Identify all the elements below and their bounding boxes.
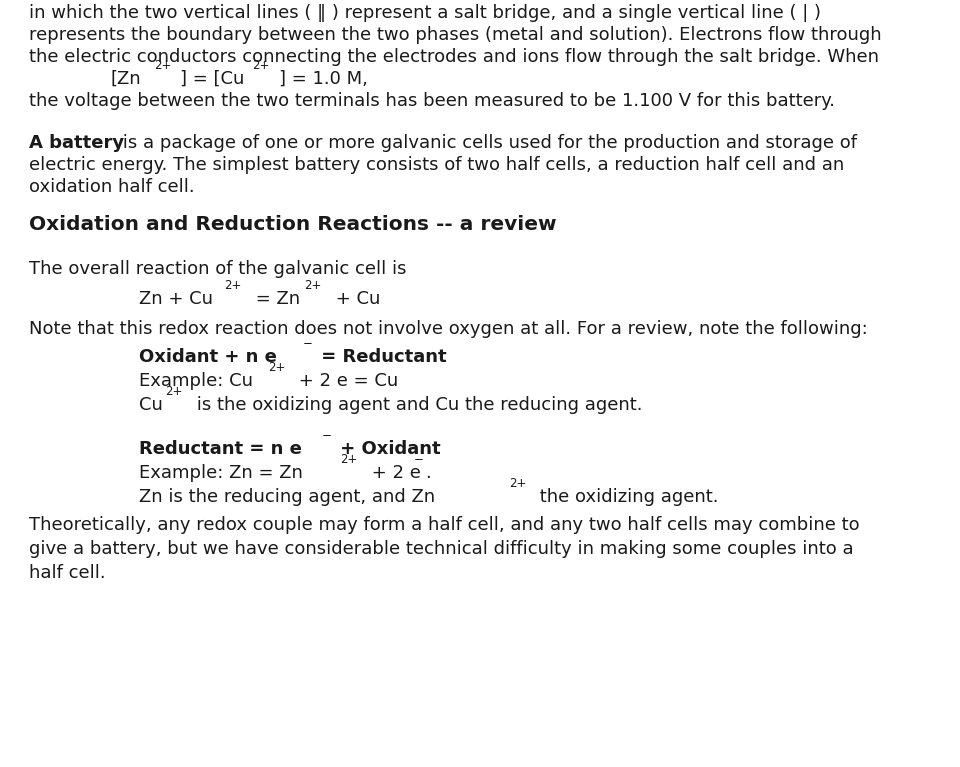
Text: −: −	[414, 453, 423, 466]
Text: ] = 1.0 M,: ] = 1.0 M,	[279, 70, 369, 88]
Text: is a package of one or more galvanic cells used for the production and storage o: is a package of one or more galvanic cel…	[117, 134, 857, 152]
Text: Cu: Cu	[139, 396, 163, 414]
Text: represents the boundary between the two phases (metal and solution). Electrons f: represents the boundary between the two …	[29, 26, 881, 44]
Text: The overall reaction of the galvanic cell is: The overall reaction of the galvanic cel…	[29, 260, 406, 278]
Text: 2+: 2+	[340, 453, 357, 466]
Text: in which the two vertical lines ( ‖ ) represent a salt bridge, and a single vert: in which the two vertical lines ( ‖ ) re…	[29, 4, 821, 22]
Text: −: −	[302, 337, 312, 351]
Text: 2+: 2+	[165, 386, 182, 398]
Text: 2+: 2+	[252, 59, 270, 72]
Text: + 2 e: + 2 e	[366, 464, 420, 482]
Text: + Cu: + Cu	[330, 290, 380, 308]
Text: Reductant = n e: Reductant = n e	[139, 440, 302, 458]
Text: electric energy. The simplest battery consists of two half cells, a reduction ha: electric energy. The simplest battery co…	[29, 156, 844, 174]
Text: Theoretically, any redox couple may form a half cell, and any two half cells may: Theoretically, any redox couple may form…	[29, 516, 859, 534]
Text: 2+: 2+	[268, 361, 285, 374]
Text: = Reductant: = Reductant	[315, 348, 446, 366]
Text: + 2 e = Cu: + 2 e = Cu	[293, 372, 398, 390]
Text: Zn + Cu: Zn + Cu	[139, 290, 213, 308]
Text: 2+: 2+	[155, 59, 172, 72]
Text: Oxidation and Reduction Reactions -- a review: Oxidation and Reduction Reactions -- a r…	[29, 215, 557, 234]
Text: the electric conductors connecting the electrodes and ions flow through the salt: the electric conductors connecting the e…	[29, 48, 878, 66]
Text: half cell.: half cell.	[29, 564, 106, 582]
Text: Example: Zn = Zn: Example: Zn = Zn	[139, 464, 303, 482]
Text: 2+: 2+	[224, 279, 241, 292]
Text: −: −	[322, 430, 331, 443]
Text: 2+: 2+	[509, 477, 526, 490]
Text: 2+: 2+	[304, 279, 322, 292]
Text: .: .	[425, 464, 431, 482]
Text: oxidation half cell.: oxidation half cell.	[29, 178, 195, 196]
Text: A battery: A battery	[29, 134, 124, 152]
Text: Note that this redox reaction does not involve oxygen at all. For a review, note: Note that this redox reaction does not i…	[29, 320, 868, 338]
Text: the voltage between the two terminals has been measured to be 1.100 V for this b: the voltage between the two terminals ha…	[29, 92, 835, 110]
Text: = Zn: = Zn	[250, 290, 300, 308]
Text: give a battery, but we have considerable technical difficulty in making some cou: give a battery, but we have considerable…	[29, 540, 853, 558]
Text: [Zn: [Zn	[110, 70, 141, 88]
Text: + Oxidant: + Oxidant	[334, 440, 441, 458]
Text: ] = [Cu: ] = [Cu	[180, 70, 245, 88]
Text: Zn is the reducing agent, and Zn: Zn is the reducing agent, and Zn	[139, 488, 435, 506]
Text: Example: Cu: Example: Cu	[139, 372, 253, 390]
Text: is the oxidizing agent and Cu the reducing agent.: is the oxidizing agent and Cu the reduci…	[191, 396, 642, 414]
Text: Oxidant + n e: Oxidant + n e	[139, 348, 277, 366]
Text: the oxidizing agent.: the oxidizing agent.	[534, 488, 718, 506]
